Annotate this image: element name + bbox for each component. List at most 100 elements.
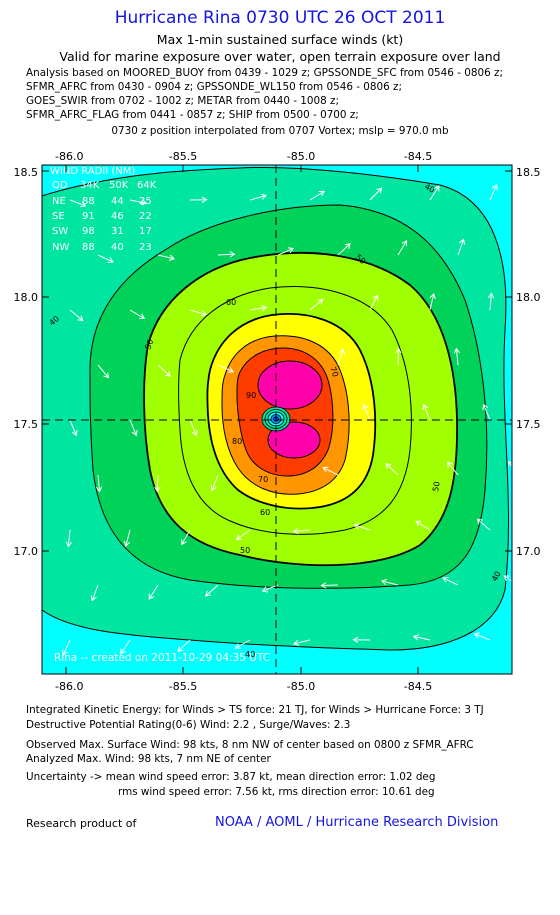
wind-radii-ne-34: 88 xyxy=(82,196,95,207)
wind-arrow xyxy=(217,251,236,258)
plot-frame xyxy=(41,164,513,675)
wind-radii-nw-64: 23 xyxy=(139,242,152,253)
contour-label-50e: 50 xyxy=(431,481,442,493)
wind-arrow xyxy=(369,187,383,201)
wind-radii-sw-64: 17 xyxy=(139,226,152,237)
wind-radii-sw-50: 31 xyxy=(111,226,124,237)
wind-arrow xyxy=(397,240,408,256)
wind-radii-nw-50: 40 xyxy=(111,242,124,253)
wind-arrow xyxy=(210,474,219,492)
analyzed-max-text: Analyzed Max. Wind: 98 kts, 7 nm NE of c… xyxy=(26,753,271,765)
wind-arrow xyxy=(453,347,460,366)
research-label: Research product of xyxy=(26,817,137,830)
x-tick-bottom-0: -86.0 xyxy=(55,680,83,693)
wind-arrow xyxy=(442,576,459,586)
uncertainty-line-2: rms wind speed error: 7.56 kt, rms direc… xyxy=(118,786,435,798)
wind-arrow xyxy=(337,243,351,256)
wind-arrow xyxy=(62,639,71,656)
wind-arrow xyxy=(249,193,267,201)
wind-radii-nw-34: 88 xyxy=(82,242,95,253)
x-tick-bottom-3: -84.5 xyxy=(404,680,432,693)
wind-arrow xyxy=(217,364,234,373)
dpr-text: Destructive Potential Rating(0-6) Wind: … xyxy=(26,719,351,731)
wind-arrow xyxy=(261,584,279,593)
wind-radii-ne-label: NE xyxy=(52,196,66,207)
wind-arrow xyxy=(181,529,191,546)
wind-arrow xyxy=(320,582,339,589)
wind-arrow xyxy=(482,403,491,421)
wind-radii-se-34: 91 xyxy=(82,211,95,222)
wind-arrow xyxy=(362,403,371,421)
wind-arrow xyxy=(157,364,171,377)
y-tick-right-2: 17.5 xyxy=(516,418,541,431)
wind-arrow xyxy=(120,639,131,655)
x-tick-top-3: -84.5 xyxy=(404,150,432,163)
analysis-line-2: SFMR_AFRC from 0430 - 0904 z; GPSSONDE_W… xyxy=(26,81,402,93)
x-tick-top-0: -86.0 xyxy=(55,150,83,163)
wind-arrow xyxy=(513,349,518,365)
wind-arrow xyxy=(518,239,523,255)
wind-arrow xyxy=(292,639,311,646)
wind-arrow xyxy=(277,247,295,256)
wind-arrow xyxy=(337,348,346,366)
subtitle-wind-type: Max 1-min sustained surface winds (kt) xyxy=(156,32,404,47)
contour-label-80: 80 xyxy=(232,437,242,446)
contour-fill-100-south xyxy=(267,421,321,459)
wind-arrow xyxy=(412,634,431,641)
wind-arrow xyxy=(235,529,251,541)
analysis-line-3: GOES_SWIR from 0702 - 1002 z; METAR from… xyxy=(26,95,340,107)
axis-ticks xyxy=(42,165,512,674)
wind-radii-sw-label: SW xyxy=(52,226,68,237)
wind-radii-title: WIND RADII (NM) xyxy=(50,166,135,177)
org-credit: NOAA / AOML / Hurricane Research Divisio… xyxy=(215,815,499,830)
y-tick-right-1: 18.0 xyxy=(516,291,541,304)
wind-radii-se-label: SE xyxy=(52,211,65,222)
position-note: 0730 z position interpolated from 0707 V… xyxy=(111,125,449,137)
wind-arrow xyxy=(446,461,459,476)
wind-radii-col-64k: 64K xyxy=(137,180,157,191)
observed-max-text: Observed Max. Surface Wind: 98 kts, 8 nm… xyxy=(26,739,474,751)
wind-radii-se-64: 22 xyxy=(139,211,152,222)
wind-arrow xyxy=(69,419,78,437)
wind-arrow xyxy=(95,474,103,493)
x-tick-bottom-2: -85.0 xyxy=(287,680,315,693)
wind-arrow xyxy=(476,518,491,531)
page-title: Hurricane Rina 0730 UTC 26 OCT 2011 xyxy=(114,8,446,28)
wind-arrow xyxy=(129,419,138,437)
wind-arrow xyxy=(503,575,512,582)
analysis-line-4: SFMR_AFRC_FLAG from 0441 - 0857 z; SHIP … xyxy=(26,109,359,121)
y-tick-right-0: 18.5 xyxy=(516,166,541,179)
wind-arrow xyxy=(415,520,431,531)
y-tick-left-0: 18.5 xyxy=(14,166,39,179)
contour-label-70n: 70 xyxy=(328,366,340,379)
wind-arrow xyxy=(429,292,436,311)
created-note: Rina -- created on 2011-10-29 04:35 UTC xyxy=(54,652,270,664)
y-tick-right-3: 17.0 xyxy=(516,545,541,558)
wind-chart: 40 40 40 40 50 50 50 50 60 60 70 70 80 9… xyxy=(14,150,541,693)
wind-arrow xyxy=(97,364,110,379)
wind-arrow xyxy=(489,183,498,201)
wind-arrow xyxy=(369,294,379,311)
contour-label-40se: 40 xyxy=(490,570,503,583)
x-tick-top-1: -85.5 xyxy=(169,150,197,163)
wind-arrow xyxy=(473,632,491,641)
wind-arrow xyxy=(487,292,495,311)
contour-label-60n: 60 xyxy=(226,298,236,307)
wind-arrow xyxy=(65,529,72,548)
wind-radii-sw-34: 98 xyxy=(82,226,95,237)
contour-label-40ne: 40 xyxy=(423,182,436,195)
contour-label-90: 90 xyxy=(246,391,256,400)
wind-arrow xyxy=(457,238,466,256)
contour-label-60s: 60 xyxy=(260,508,270,517)
wind-arrow xyxy=(189,309,207,317)
wind-radii-table: WIND RADII (NM) QD 34K 50K 64K NE 88 44 … xyxy=(50,166,157,253)
wind-arrow xyxy=(177,639,191,653)
wind-arrow xyxy=(385,462,399,476)
wind-arrow xyxy=(234,639,251,649)
wind-radii-ne-50: 44 xyxy=(111,196,124,207)
uncertainty-line-1: Uncertainty -> mean wind speed error: 3.… xyxy=(26,771,436,783)
axis-tick-labels: -86.0 -85.5 -85.0 -84.5 -86.0 -85.5 -85.… xyxy=(14,150,541,693)
x-tick-top-2: -85.0 xyxy=(287,150,315,163)
wind-arrow xyxy=(90,584,99,602)
contour-fill-100-north xyxy=(257,360,323,410)
